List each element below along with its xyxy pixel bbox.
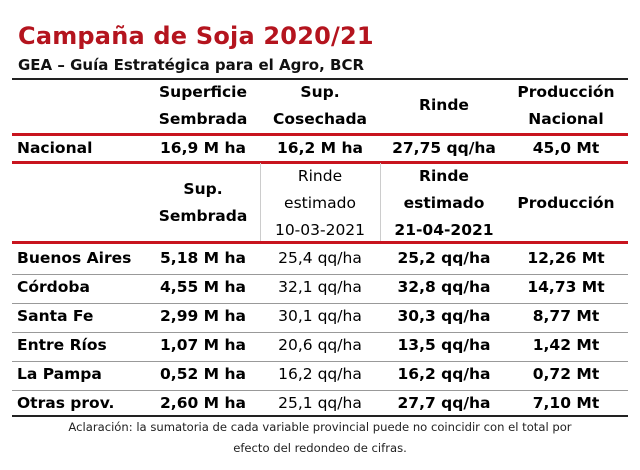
cell-rinde_2: 16,2 qq/ha: [397, 365, 491, 383]
header-line: Superficie: [159, 83, 247, 101]
cell-nacional-produccion: 45,0 Mt: [532, 139, 600, 157]
top-rule: [12, 78, 628, 80]
cell-rinde_2: 27,7 qq/ha: [397, 394, 491, 412]
cell-produccion: 1,42 Mt: [532, 336, 600, 354]
cell-sembrada: 5,18 M ha: [160, 249, 246, 267]
cell-rinde_1: 20,6 qq/ha: [278, 336, 362, 354]
header-produccion-nacional: Producción Nacional: [508, 79, 624, 133]
header-superficie: Superficie Sembrada: [150, 79, 256, 133]
header-line: Rinde: [419, 96, 469, 114]
cell-rinde_1: 25,4 qq/ha: [278, 249, 362, 267]
row-divider: [12, 303, 628, 304]
row-label: Entre Ríos: [17, 336, 107, 354]
header-line: Rinde: [297, 167, 343, 185]
header-rinde-10-03: Rinde estimado 10-03-2021: [264, 163, 376, 244]
header-cosechada: Sup. Cosechada: [264, 79, 376, 133]
row-label: Buenos Aires: [17, 249, 132, 267]
header-line: 21-04-2021: [394, 221, 494, 239]
header-line: Producción: [517, 83, 615, 101]
header-rinde-21-04: Rinde estimado 21-04-2021: [384, 163, 504, 244]
cell-rinde_2: 25,2 qq/ha: [397, 249, 491, 267]
row-label-nacional: Nacional: [17, 139, 93, 157]
header-line: estimado: [403, 194, 485, 212]
footnote-line: efecto del redondeo de cifras.: [233, 441, 407, 455]
cell-produccion: 0,72 Mt: [532, 365, 600, 383]
red-rule: [12, 161, 628, 164]
row-label: Santa Fe: [17, 307, 94, 325]
footnote: Aclaración: la sumatoria de cada variabl…: [12, 417, 628, 459]
cell-rinde_2: 30,3 qq/ha: [397, 307, 491, 325]
footnote-line: Aclaración: la sumatoria de cada variabl…: [68, 420, 572, 434]
cell-rinde_1: 32,1 qq/ha: [278, 278, 362, 296]
cell-sembrada: 2,60 M ha: [160, 394, 246, 412]
cell-rinde_1: 16,2 qq/ha: [278, 365, 362, 383]
cell-rinde_2: 32,8 qq/ha: [397, 278, 491, 296]
header-sup-sembrada: Sup. Sembrada: [150, 176, 256, 230]
cell-produccion: 14,73 Mt: [527, 278, 605, 296]
row-divider: [12, 390, 628, 391]
header-line: Nacional: [528, 110, 604, 128]
row-divider: [12, 332, 628, 333]
cell-rinde_1: 25,1 qq/ha: [278, 394, 362, 412]
header-line: Sup.: [183, 180, 223, 198]
cell-nacional-rinde: 27,75 qq/ha: [392, 139, 496, 157]
cell-sembrada: 2,99 M ha: [160, 307, 246, 325]
bottom-rule: [12, 415, 628, 417]
cell-produccion: 8,77 Mt: [532, 307, 600, 325]
cell-sembrada: 1,07 M ha: [160, 336, 246, 354]
page-subtitle: GEA – Guía Estratégica para el Agro, BCR: [18, 56, 365, 74]
column-divider: [380, 163, 381, 241]
row-label: Córdoba: [17, 278, 90, 296]
header-line: 10-03-2021: [274, 221, 366, 239]
header-line: Cosechada: [273, 110, 367, 128]
row-label: La Pampa: [17, 365, 102, 383]
cell-rinde_2: 13,5 qq/ha: [397, 336, 491, 354]
cell-nacional-cosechada: 16,2 M ha: [277, 139, 363, 157]
header-rinde: Rinde: [384, 92, 504, 119]
header-line: estimado: [284, 194, 356, 212]
cell-nacional-superficie: 16,9 M ha: [160, 139, 246, 157]
cell-produccion: 12,26 Mt: [527, 249, 605, 267]
header-line: Sembrada: [158, 207, 248, 225]
row-divider: [12, 274, 628, 275]
cell-produccion: 7,10 Mt: [532, 394, 600, 412]
red-rule: [12, 133, 628, 136]
header-produccion: Producción: [508, 190, 624, 217]
cell-rinde_1: 30,1 qq/ha: [278, 307, 362, 325]
column-divider: [260, 163, 261, 241]
header-line: Sembrada: [158, 110, 248, 128]
red-rule: [12, 241, 628, 244]
header-line: Rinde: [419, 167, 469, 185]
header-line: Producción: [517, 194, 615, 212]
row-divider: [12, 361, 628, 362]
page-title: Campaña de Soja 2020/21: [18, 22, 374, 50]
cell-sembrada: 4,55 M ha: [160, 278, 246, 296]
header-line: Sup.: [300, 83, 340, 101]
cell-sembrada: 0,52 M ha: [160, 365, 246, 383]
row-label: Otras prov.: [17, 394, 115, 412]
